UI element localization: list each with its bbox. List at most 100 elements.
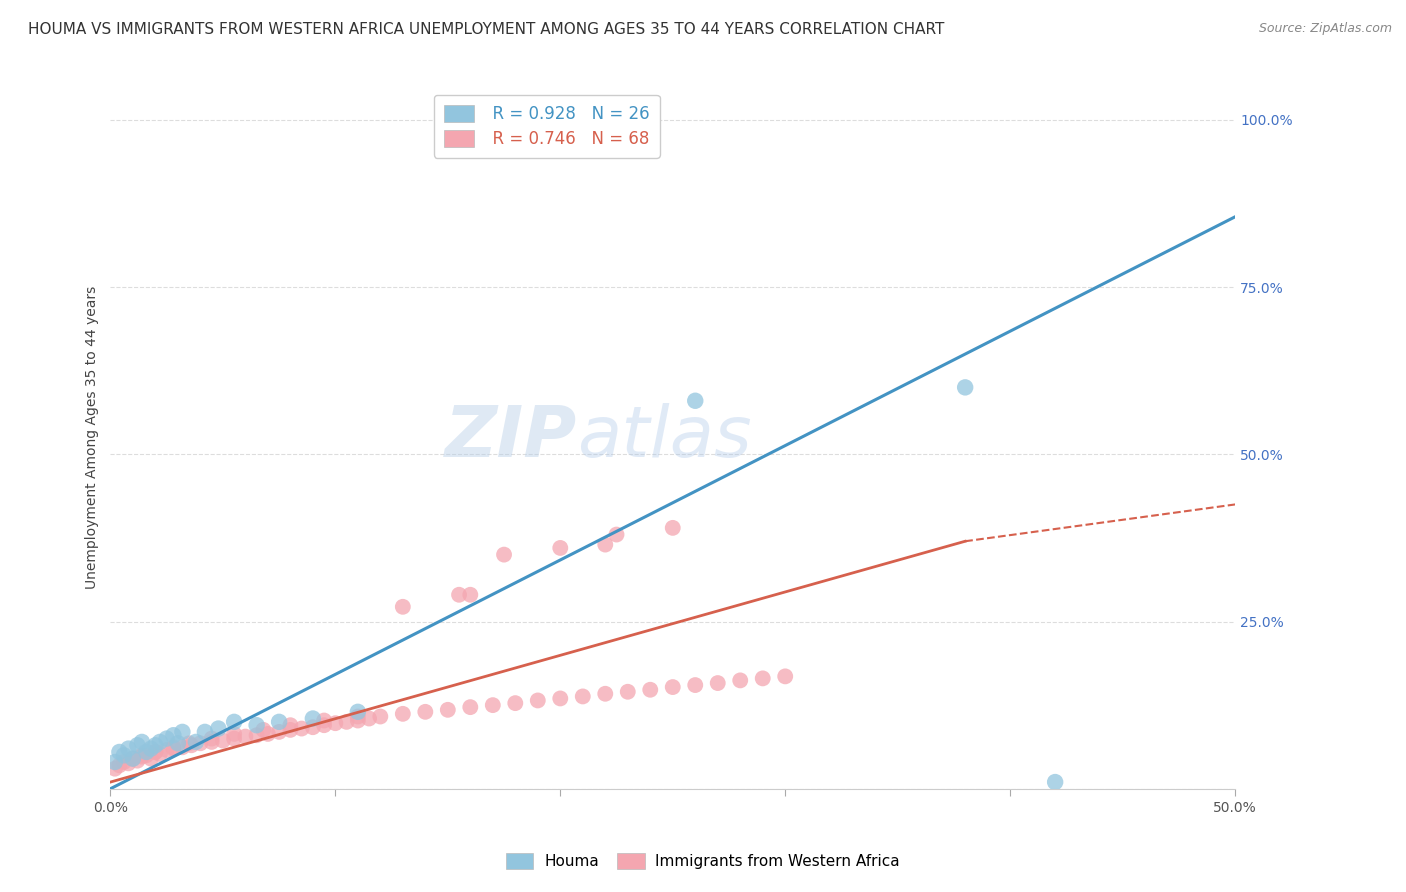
Point [437, 703, 460, 717]
Point [104, 755, 127, 769]
Legend: Houma, Immigrants from Western Africa: Houma, Immigrants from Western Africa [501, 847, 905, 875]
Point [638, 682, 661, 697]
Point [112, 748, 135, 763]
Point [347, 709, 370, 723]
Point [683, 393, 706, 408]
Point [131, 735, 153, 749]
Point [593, 538, 616, 552]
Point [706, 676, 728, 690]
Point [751, 672, 773, 686]
Point [661, 521, 683, 535]
Point [108, 758, 131, 772]
Point [314, 714, 336, 728]
Point [246, 718, 269, 732]
Point [201, 731, 224, 746]
Point [139, 752, 162, 766]
Point [145, 745, 167, 759]
Point [302, 720, 325, 734]
Text: HOUMA VS IMMIGRANTS FROM WESTERN AFRICA UNEMPLOYMENT AMONG AGES 35 TO 44 YEARS C: HOUMA VS IMMIGRANTS FROM WESTERN AFRICA … [28, 22, 945, 37]
Point [449, 588, 471, 602]
Point [104, 762, 127, 776]
Point [117, 741, 139, 756]
Point [492, 548, 515, 562]
Point [460, 700, 482, 714]
Point [370, 709, 392, 723]
Point [201, 735, 224, 749]
Point [415, 705, 437, 719]
Point [122, 752, 145, 766]
Point [172, 725, 194, 739]
Point [325, 716, 347, 731]
Point [503, 696, 526, 710]
Point [616, 685, 638, 699]
Point [460, 588, 482, 602]
Point [184, 735, 207, 749]
Point [145, 745, 167, 759]
Point [347, 705, 370, 719]
Legend:   R = 0.928   N = 26,   R = 0.746   N = 68: R = 0.928 N = 26, R = 0.746 N = 68 [433, 95, 659, 158]
Point [252, 723, 274, 737]
Point [728, 673, 751, 688]
Point [117, 756, 139, 771]
Point [347, 714, 370, 728]
Point [482, 698, 505, 713]
Point [235, 730, 257, 744]
Point [392, 599, 415, 614]
Point [548, 541, 571, 555]
Point [280, 723, 302, 737]
Point [207, 722, 229, 736]
Point [131, 748, 153, 763]
Point [269, 714, 291, 729]
Point [291, 722, 314, 736]
Point [162, 728, 184, 742]
Point [593, 687, 616, 701]
Point [953, 380, 976, 394]
Point [112, 755, 135, 769]
Point [773, 669, 796, 683]
Point [108, 745, 131, 759]
Point [571, 690, 593, 704]
Point [167, 736, 190, 750]
Point [683, 678, 706, 692]
Point [190, 736, 212, 750]
Point [149, 735, 172, 749]
Point [224, 727, 246, 741]
Point [661, 680, 683, 694]
Point [135, 745, 157, 759]
Point [122, 752, 145, 766]
Point [162, 741, 184, 756]
Point [156, 743, 179, 757]
Point [224, 714, 246, 729]
Point [172, 740, 194, 755]
Point [131, 749, 153, 764]
Point [269, 725, 291, 739]
Point [162, 740, 184, 755]
Point [392, 706, 415, 721]
Y-axis label: Unemployment Among Ages 35 to 44 years: Unemployment Among Ages 35 to 44 years [86, 286, 100, 590]
Point [179, 736, 201, 750]
Point [224, 731, 246, 746]
Point [194, 725, 217, 739]
Text: atlas: atlas [576, 403, 752, 472]
Point [149, 747, 172, 761]
Point [127, 754, 149, 768]
Point [145, 739, 167, 753]
Point [246, 728, 269, 742]
Point [605, 527, 627, 541]
Text: ZIP: ZIP [444, 403, 576, 472]
Point [156, 731, 179, 746]
Point [1043, 775, 1066, 789]
Point [212, 733, 235, 747]
Point [180, 739, 202, 753]
Point [139, 741, 162, 756]
Point [526, 693, 548, 707]
Point [336, 714, 359, 729]
Point [314, 718, 336, 732]
Point [548, 691, 571, 706]
Point [257, 727, 280, 741]
Point [302, 712, 325, 726]
Text: Source: ZipAtlas.com: Source: ZipAtlas.com [1258, 22, 1392, 36]
Point [280, 718, 302, 732]
Point [127, 739, 149, 753]
Point [359, 712, 381, 726]
